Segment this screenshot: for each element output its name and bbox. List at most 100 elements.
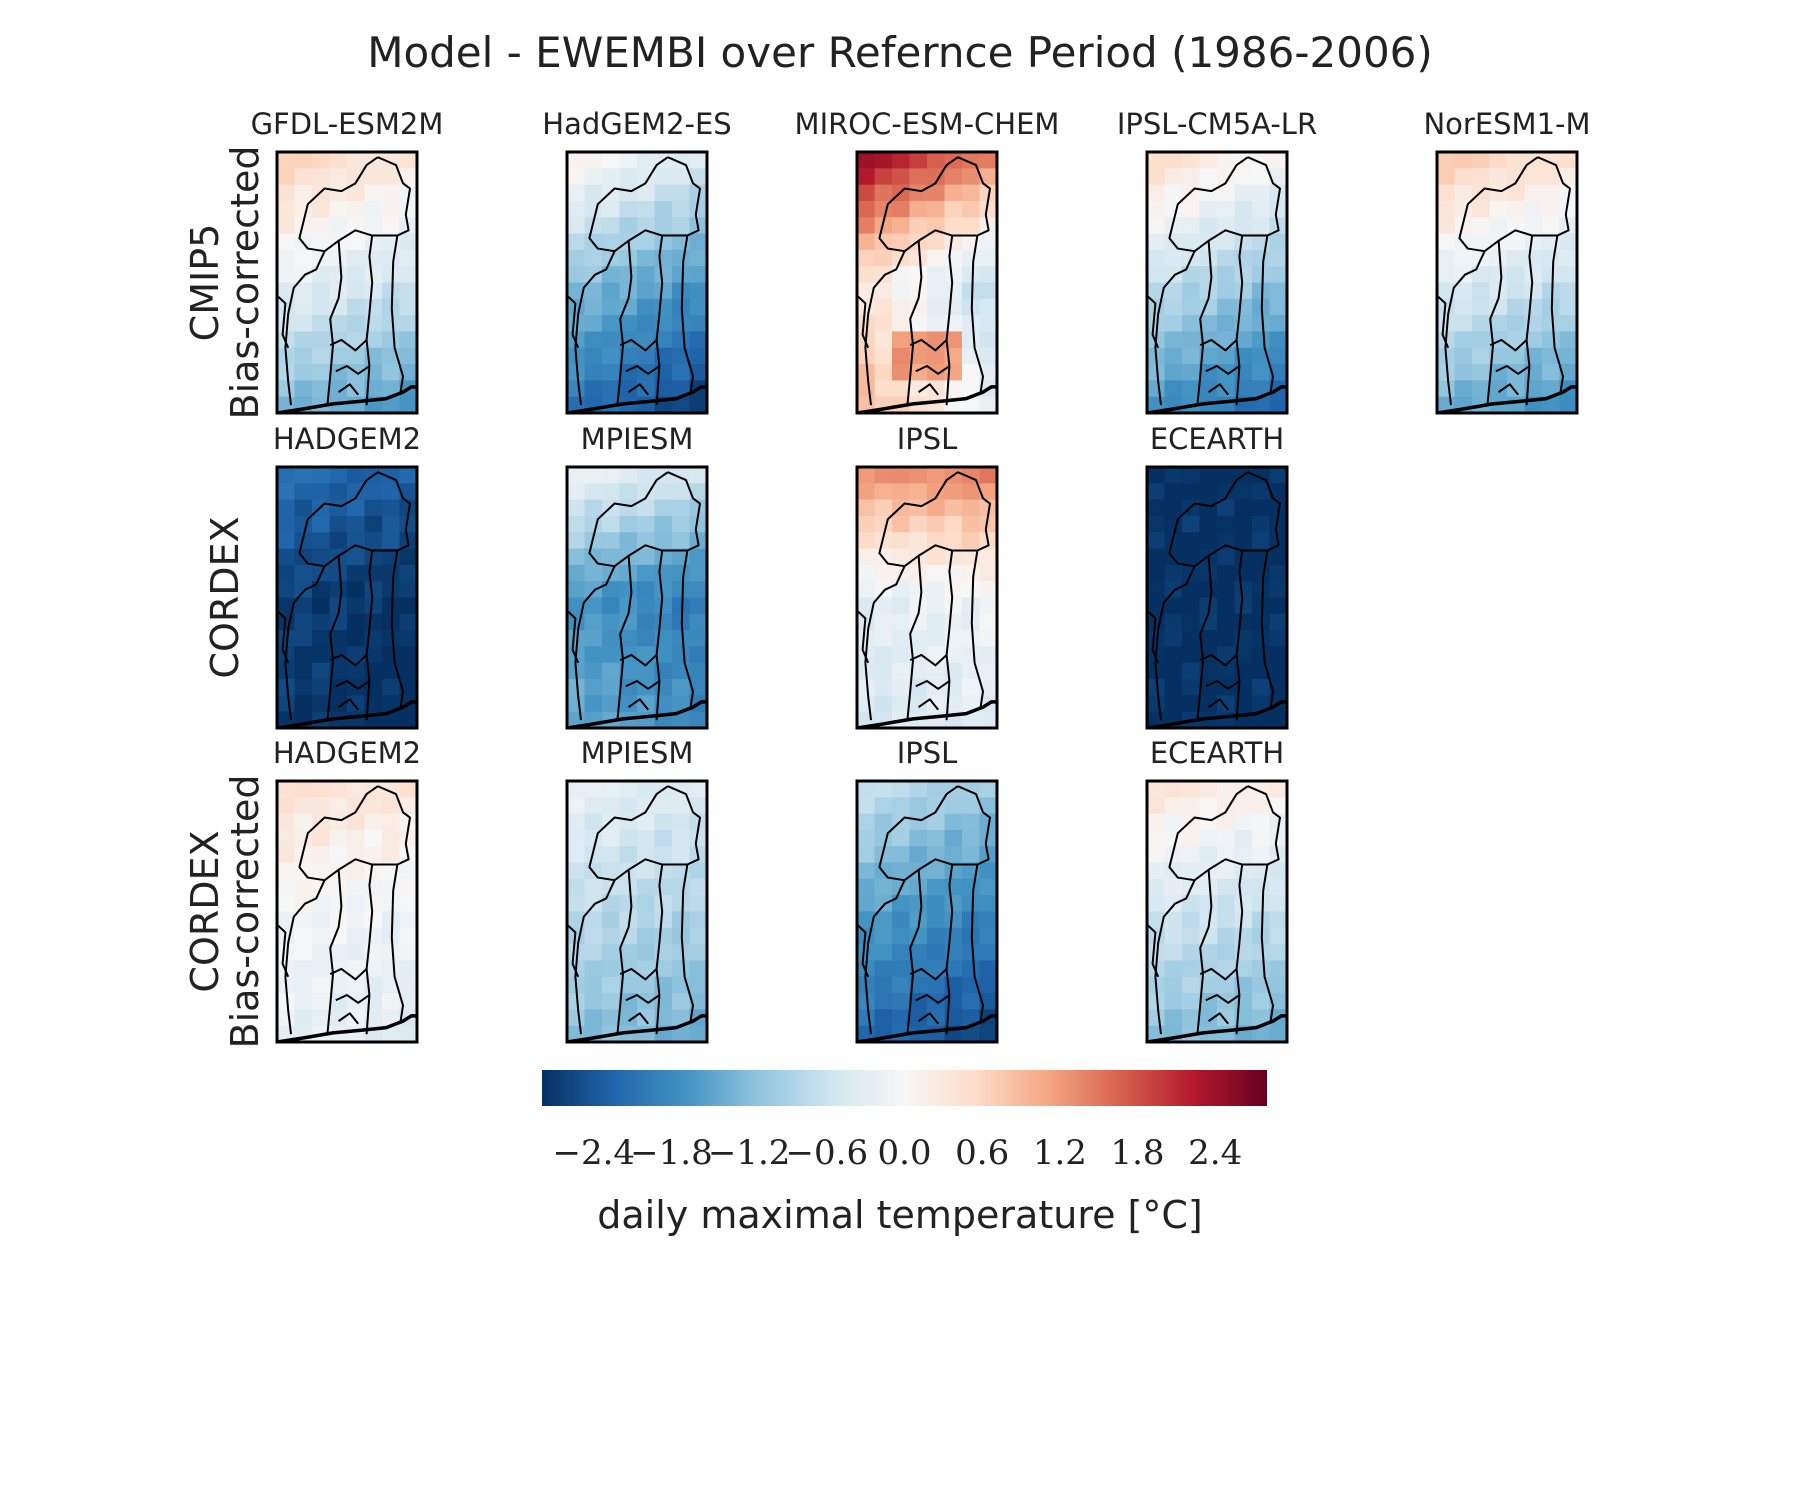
- heatmap-cell: [1437, 234, 1455, 251]
- heatmap-cell: [857, 201, 875, 218]
- row-label: Bias-corrected: [223, 775, 267, 1049]
- panel-title: HADGEM2: [273, 422, 421, 456]
- heatmap-cell: [585, 331, 603, 348]
- heatmap-cell: [875, 630, 893, 647]
- heatmap-cell: [655, 217, 673, 234]
- heatmap-cell: [980, 549, 998, 566]
- heatmap-cell: [1217, 152, 1235, 169]
- heatmap-cell: [1182, 331, 1200, 348]
- heatmap-cell: [602, 993, 620, 1010]
- heatmap-cell: [602, 663, 620, 680]
- heatmap-cell: [637, 380, 655, 397]
- heatmap-cell: [312, 646, 330, 663]
- heatmap-cell: [655, 895, 673, 912]
- heatmap-cell: [1525, 168, 1543, 185]
- heatmap-cell: [585, 380, 603, 397]
- heatmap-cell: [910, 152, 928, 169]
- heatmap-cell: [637, 695, 655, 712]
- heatmap-cell: [1217, 565, 1235, 582]
- heatmap-cell: [637, 630, 655, 647]
- heatmap-cell: [1147, 250, 1165, 267]
- heatmap-cell: [295, 266, 313, 283]
- heatmap-cell: [365, 928, 383, 945]
- heatmap-cell: [602, 152, 620, 169]
- heatmap-cell: [567, 549, 585, 566]
- heatmap-cell: [585, 266, 603, 283]
- heatmap-cell: [1217, 266, 1235, 283]
- heatmap-cell: [295, 152, 313, 169]
- heatmap-cell: [620, 500, 638, 517]
- heatmap-cell: [672, 846, 690, 863]
- heatmap-cell: [585, 299, 603, 316]
- heatmap-cell: [962, 944, 980, 961]
- heatmap-cell: [655, 185, 673, 202]
- heatmap-cell: [277, 532, 295, 549]
- heatmap-cell: [962, 581, 980, 598]
- heatmap-cell: [1217, 712, 1235, 729]
- heatmap-cell: [1217, 467, 1235, 484]
- heatmap-cell: [857, 830, 875, 847]
- heatmap-cell: [1235, 814, 1253, 831]
- heatmap-cell: [312, 364, 330, 381]
- heatmap-cell: [585, 185, 603, 202]
- heatmap-cell: [980, 331, 998, 348]
- heatmap-cell: [1235, 250, 1253, 267]
- heatmap-cell: [1147, 532, 1165, 549]
- heatmap-cell: [1472, 152, 1490, 169]
- heatmap-cell: [690, 299, 708, 316]
- heatmap-cell: [602, 331, 620, 348]
- heatmap-cell: [927, 250, 945, 267]
- heatmap-cell: [277, 830, 295, 847]
- heatmap-cell: [1147, 781, 1165, 798]
- heatmap-cell: [1182, 364, 1200, 381]
- heatmap-cell: [962, 993, 980, 1010]
- heatmap-cell: [980, 315, 998, 332]
- heatmap-cell: [672, 364, 690, 381]
- heatmap-cell: [892, 331, 910, 348]
- heatmap-cell: [1542, 217, 1560, 234]
- heatmap-cell: [927, 614, 945, 631]
- panel-title: IPSL: [897, 736, 958, 770]
- heatmap-cell: [1147, 565, 1165, 582]
- heatmap-cell: [672, 814, 690, 831]
- heatmap-cell: [312, 912, 330, 929]
- heatmap-cell: [312, 663, 330, 680]
- heatmap-cell: [330, 168, 348, 185]
- heatmap-cell: [1490, 266, 1508, 283]
- heatmap-cell: [1165, 348, 1183, 365]
- heatmap-cell: [857, 846, 875, 863]
- heatmap-cell: [637, 712, 655, 729]
- heatmap-cell: [1472, 266, 1490, 283]
- heatmap-cell: [1270, 944, 1288, 961]
- heatmap-cell: [945, 797, 963, 814]
- heatmap-cell: [962, 879, 980, 896]
- heatmap-cell: [1525, 201, 1543, 218]
- heatmap-cell: [602, 315, 620, 332]
- heatmap-cell: [1270, 960, 1288, 977]
- map-panel: HadGEM2-ES: [542, 107, 731, 414]
- heatmap-cell: [1217, 695, 1235, 712]
- heatmap-cell: [875, 646, 893, 663]
- heatmap-cell: [567, 781, 585, 798]
- heatmap-cell: [312, 797, 330, 814]
- heatmap-cell: [1182, 977, 1200, 994]
- heatmap-cell: [1217, 598, 1235, 615]
- heatmap-cell: [1270, 565, 1288, 582]
- heatmap-cell: [962, 895, 980, 912]
- heatmap-cell: [927, 467, 945, 484]
- heatmap-cell: [655, 500, 673, 517]
- heatmap-cell: [690, 397, 708, 414]
- heatmap-cell: [567, 797, 585, 814]
- heatmap-cell: [1165, 695, 1183, 712]
- heatmap-cell: [655, 830, 673, 847]
- heatmap-cell: [690, 863, 708, 880]
- heatmap-cell: [312, 944, 330, 961]
- heatmap-cell: [400, 1026, 418, 1043]
- heatmap-cell: [690, 331, 708, 348]
- heatmap-cell: [1252, 830, 1270, 847]
- map-panel: NorESM1-M: [1423, 107, 1590, 414]
- heatmap-cell: [892, 152, 910, 169]
- heatmap-cell: [637, 467, 655, 484]
- heatmap-cell: [382, 846, 400, 863]
- heatmap-cell: [962, 331, 980, 348]
